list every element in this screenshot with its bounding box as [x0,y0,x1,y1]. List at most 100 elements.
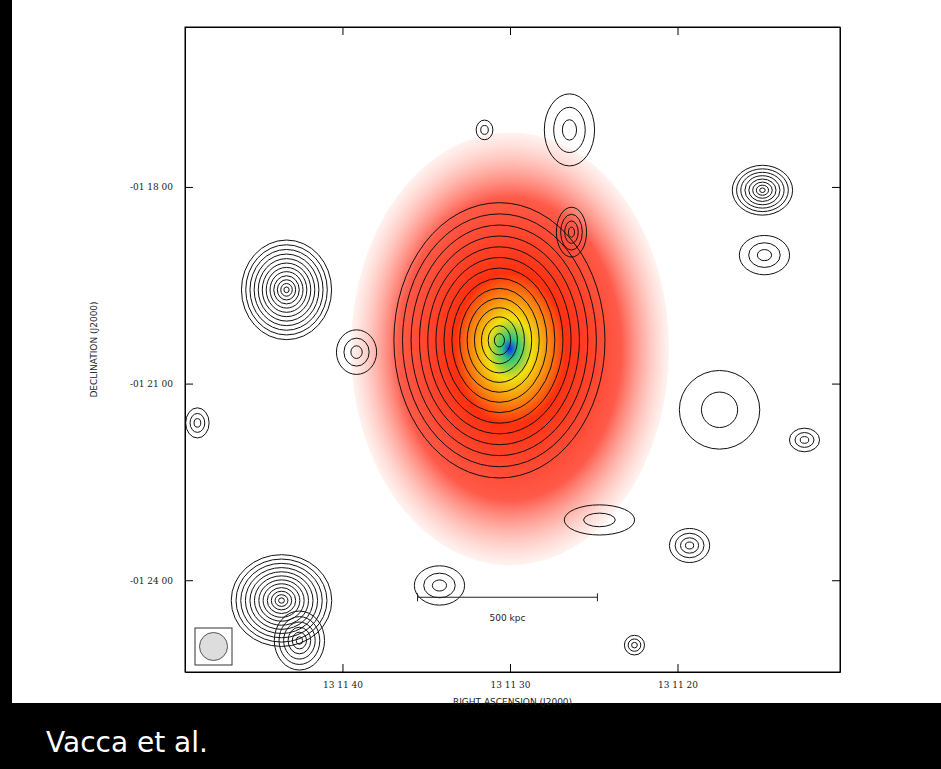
tick-mark [185,384,193,385]
y-axis-title: DECLINATION (J2000) [89,301,99,397]
radio-contour [419,236,579,445]
radio-contour [452,278,547,402]
tick-label: 13 11 30 [490,680,530,690]
axis [832,28,841,673]
radio-contour [250,572,313,630]
radio-contour [263,584,300,618]
radio-contour [679,370,759,449]
radio-contour [274,276,299,304]
radio-contour [403,214,597,467]
tick [832,580,840,581]
radio-contour [444,268,555,413]
scale-bar-end [417,593,418,601]
radio-contour [284,287,289,293]
radio-contour [436,258,563,424]
scale-bar: 500 kpc [418,593,598,623]
radio-source [556,207,586,257]
tick: -01 21 00 [130,379,193,389]
radio-source [241,240,331,340]
radio-source [336,330,376,375]
radio-source [624,635,644,655]
radio-contour [701,392,737,427]
radio-contour [757,250,771,261]
radio-source [739,235,789,274]
radio-source [394,203,605,478]
radio-contour [632,642,638,648]
xray-emission [351,133,669,566]
radio-contour [564,505,634,535]
figure-background [12,0,941,703]
radio-source [231,555,332,647]
tick-mark [185,187,193,188]
radio-contour [476,120,493,140]
tick [678,27,679,35]
radio-contour [741,172,784,208]
radio-contour [467,298,532,382]
radio-source [789,428,819,452]
radio-contour [584,513,616,527]
tick-label: 13 11 40 [323,680,363,690]
radio-contour [544,94,594,166]
radio-contour [669,528,709,562]
tick-mark [185,580,193,581]
radio-contour [568,227,574,237]
radio-source [669,528,709,562]
tick-mark [832,187,840,188]
tick-mark [832,580,840,581]
radio-contour [565,221,579,243]
radio-contour [344,338,369,366]
radio-contour [745,176,780,205]
radio-contour [481,125,489,134]
radio-contour [277,280,295,300]
tick-mark [342,664,343,672]
radio-contour [231,555,332,647]
x-axis-title: RIGHT ASCENSION (J2000) [453,697,572,707]
scale-bar-label: 500 kpc [490,613,526,623]
radio-contour [414,566,464,605]
radio-contour [336,330,376,375]
tick [342,27,343,35]
scale-bar-line [418,597,598,598]
radio-contour [554,107,586,152]
radio-contour [756,185,768,195]
caption: Vacca et al. [46,726,208,759]
radio-source [732,165,792,215]
tick-label: 13 11 20 [658,680,698,690]
plot-frame [185,27,840,672]
radio-contour [749,243,781,268]
radio-contour [267,588,295,614]
radio-contour [789,428,819,452]
radio-contour [753,182,773,198]
tick [510,27,511,35]
tick-label: -01 24 00 [130,576,173,586]
radio-contour [186,408,209,438]
radio-contour [259,580,304,621]
radio-contour [279,598,285,603]
radio-contour [739,235,789,274]
radio-contour [250,249,323,330]
tick: -01 24 00 [130,576,193,586]
radio-contour [556,207,586,257]
radio-source [564,505,634,535]
tick: -01 18 00 [130,182,193,192]
radio-contour [281,284,292,297]
radio-contour [279,617,320,665]
plot-area [186,94,820,670]
radio-contour [424,573,456,598]
radio-contour [737,169,789,212]
tick-mark [832,384,840,385]
radio-contour [288,627,311,654]
radio-contour [749,179,776,201]
radio-contour [460,288,540,392]
tick: 13 11 20 [658,664,698,690]
axis-line [186,27,841,28]
scale-bar-end [597,593,598,601]
tick-mark [342,27,343,35]
radio-contour [275,595,288,607]
radio-contour [254,254,319,326]
tick-label: -01 18 00 [130,182,173,192]
radio-contour [194,419,201,428]
radio-contour [432,580,446,591]
figure: 13 11 40 13 11 30 13 11 20 -01 18 00 -01 21 … [0,0,941,769]
radio-contour [428,247,571,434]
